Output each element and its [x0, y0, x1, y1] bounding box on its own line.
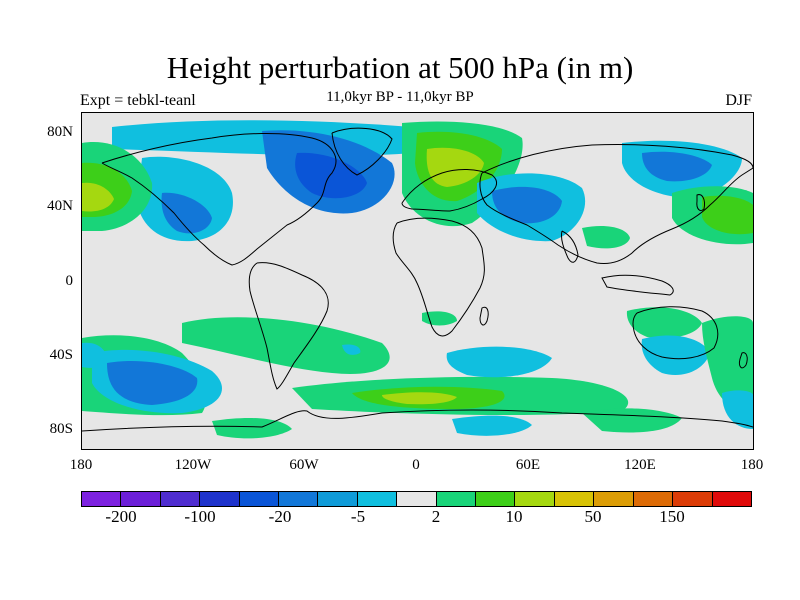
contour-region: [82, 182, 114, 212]
colorbar-box: [82, 492, 122, 506]
coastline-japan: [696, 194, 705, 212]
y-tick-label: 80S: [49, 421, 73, 437]
contour-region: [161, 192, 212, 234]
coastline-indonesia: [601, 274, 674, 296]
map-svg: [82, 120, 753, 439]
colorbar-box: [476, 492, 516, 506]
contour-region: [295, 152, 367, 199]
contour-region: [452, 415, 532, 436]
contour-region: [446, 346, 552, 378]
colorbar-label: -20: [268, 507, 292, 526]
x-tick-label: 180: [740, 457, 764, 473]
contour-region: [212, 417, 292, 439]
colorbar-box: [673, 492, 713, 506]
coastline-europe: [401, 169, 497, 212]
experiment-label: Expt = tebkl-teanl: [80, 92, 196, 109]
contour-region: [342, 344, 361, 355]
coastline-india: [561, 230, 579, 263]
colorbar-box: [357, 492, 398, 506]
contour-region: [702, 316, 753, 413]
colorbar-box: [594, 492, 634, 506]
colorbar-box: [121, 492, 161, 506]
colorbar-box: [633, 492, 674, 506]
colorbar-box: [318, 492, 358, 506]
colorbar-label: 10: [505, 507, 523, 526]
coastline-south-america: [248, 262, 329, 390]
y-tick-label: 40S: [49, 347, 73, 363]
x-tick-label: 180: [69, 457, 93, 473]
y-tick-label: 80N: [47, 124, 73, 140]
y-tick-label: 40N: [47, 198, 73, 214]
colorbar-label: -100: [184, 507, 216, 526]
colorbar-box: [554, 492, 595, 506]
x-tick-label: 60W: [289, 457, 319, 473]
colorbar-label: -5: [350, 507, 366, 526]
x-tick-label: 120E: [624, 457, 656, 473]
contour-region: [641, 335, 710, 375]
contour-region: [626, 307, 702, 339]
contour-region: [382, 392, 457, 405]
colorbar-box: [712, 492, 751, 506]
coastlines-layer: [82, 127, 753, 432]
coastline-australia: [632, 306, 719, 360]
colorbar-box: [436, 492, 477, 506]
colorbar-box: [279, 492, 319, 506]
coastline-new-zealand: [739, 352, 748, 369]
colorbar-label: 150: [659, 507, 685, 526]
map-plot-area: [81, 112, 754, 450]
colorbar-box: [160, 492, 201, 506]
contour-region: [582, 408, 682, 433]
colorbar-box: [239, 492, 280, 506]
contour-fill-layer: [82, 120, 753, 439]
colorbar-label: 50: [584, 507, 602, 526]
contour-region: [107, 360, 198, 405]
contour-region: [642, 151, 712, 182]
contour-region: [702, 195, 753, 235]
colorbar-label: -200: [105, 507, 137, 526]
coastline-asia: [479, 143, 753, 264]
colorbar-box: [515, 492, 555, 506]
coastline-madagascar: [479, 306, 489, 326]
chart-subtitle: 11,0kyr BP - 11,0kyr BP: [326, 89, 474, 105]
x-tick-label: 120W: [174, 457, 212, 473]
colorbar-label: 2: [431, 507, 441, 526]
contour-region: [722, 390, 753, 429]
colorbar-box: [397, 492, 437, 506]
contour-region: [426, 147, 484, 187]
x-tick-label: 60E: [515, 457, 541, 473]
colorbar-box: [200, 492, 240, 506]
contour-region: [82, 342, 107, 368]
season-label: DJF: [725, 92, 752, 109]
contour-region: [492, 186, 562, 224]
contour-region: [182, 317, 390, 374]
colorbar: [81, 491, 752, 507]
x-tick-label: 0: [412, 457, 420, 473]
coastline-north-america: [101, 132, 337, 266]
y-tick-label: 0: [65, 273, 74, 289]
coastline-greenland: [331, 127, 393, 176]
contour-region: [582, 226, 630, 249]
chart-title: Height perturbation at 500 hPa (in m): [166, 50, 634, 85]
coastline-antarctica: [82, 409, 753, 432]
coastline-africa: [392, 217, 485, 337]
